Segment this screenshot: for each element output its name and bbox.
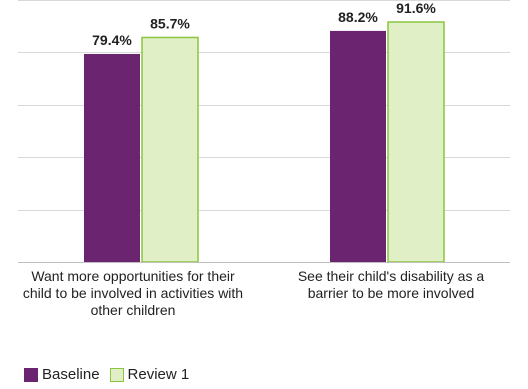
category-label-2: See their child's disability as a barrie… xyxy=(297,268,485,301)
data-label-2-review-1: 91.6% xyxy=(396,0,436,16)
legend: Baseline Review 1 xyxy=(24,366,199,383)
legend-swatch-review-1 xyxy=(109,367,124,382)
bar-1-review-1 xyxy=(141,36,199,263)
legend-label-baseline: Baseline xyxy=(42,366,100,383)
data-label-2-baseline: 88.2% xyxy=(338,9,378,25)
legend-swatch-baseline xyxy=(24,367,38,382)
legend-item-baseline: Baseline xyxy=(24,366,100,383)
data-label-1-baseline: 79.4% xyxy=(92,32,132,48)
legend-label-review-1: Review 1 xyxy=(127,366,190,383)
data-label-1-review-1: 85.7% xyxy=(150,15,190,31)
bar-1-baseline xyxy=(84,53,140,262)
bar-2-review-1 xyxy=(387,21,445,263)
legend-item-review-1: Review 1 xyxy=(109,366,190,383)
bar-chart-plot: 79.4% 85.7% 88.2% 91.6% xyxy=(18,0,510,263)
bar-2-baseline xyxy=(330,30,386,262)
category-label-1: Want more opportunities for their child … xyxy=(22,268,244,318)
